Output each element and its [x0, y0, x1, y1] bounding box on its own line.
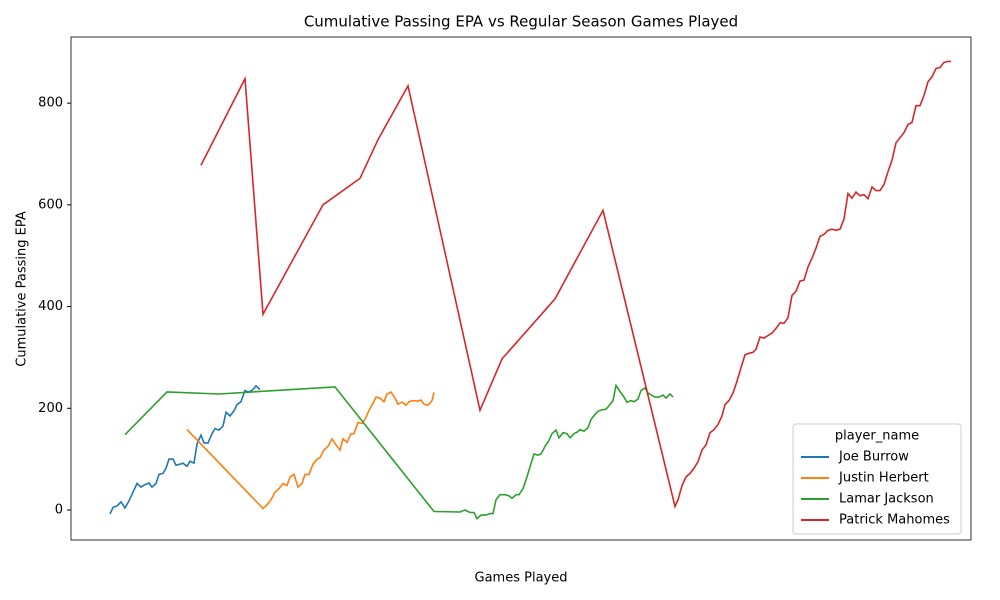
legend-label: Lamar Jackson — [839, 492, 934, 507]
y-tick-label: 600 — [38, 197, 63, 212]
legend-title: player_name — [835, 429, 919, 444]
legend-box — [792, 423, 962, 535]
y-axis-label: Cumulative Passing EPA — [15, 211, 30, 367]
y-tick-label: 0 — [55, 502, 63, 517]
y-tick-label: 200 — [38, 401, 63, 416]
chart-title: Cumulative Passing EPA vs Regular Season… — [304, 13, 738, 31]
series-line — [124, 383, 674, 520]
y-tick-label: 800 — [38, 96, 63, 111]
legend-label: Joe Burrow — [838, 450, 909, 465]
plot-frame — [70, 36, 972, 541]
legend-label: Patrick Mahomes — [839, 513, 950, 528]
y-tick-label: 400 — [38, 299, 63, 314]
legend: player_name Joe Burrow Justin Herbert Lamar… — [792, 423, 962, 535]
legend-label: Justin Herbert — [838, 471, 929, 486]
series-line — [109, 384, 261, 515]
x-axis-label: Games Played — [475, 571, 568, 586]
series-line — [200, 60, 951, 509]
series-line — [186, 390, 435, 510]
